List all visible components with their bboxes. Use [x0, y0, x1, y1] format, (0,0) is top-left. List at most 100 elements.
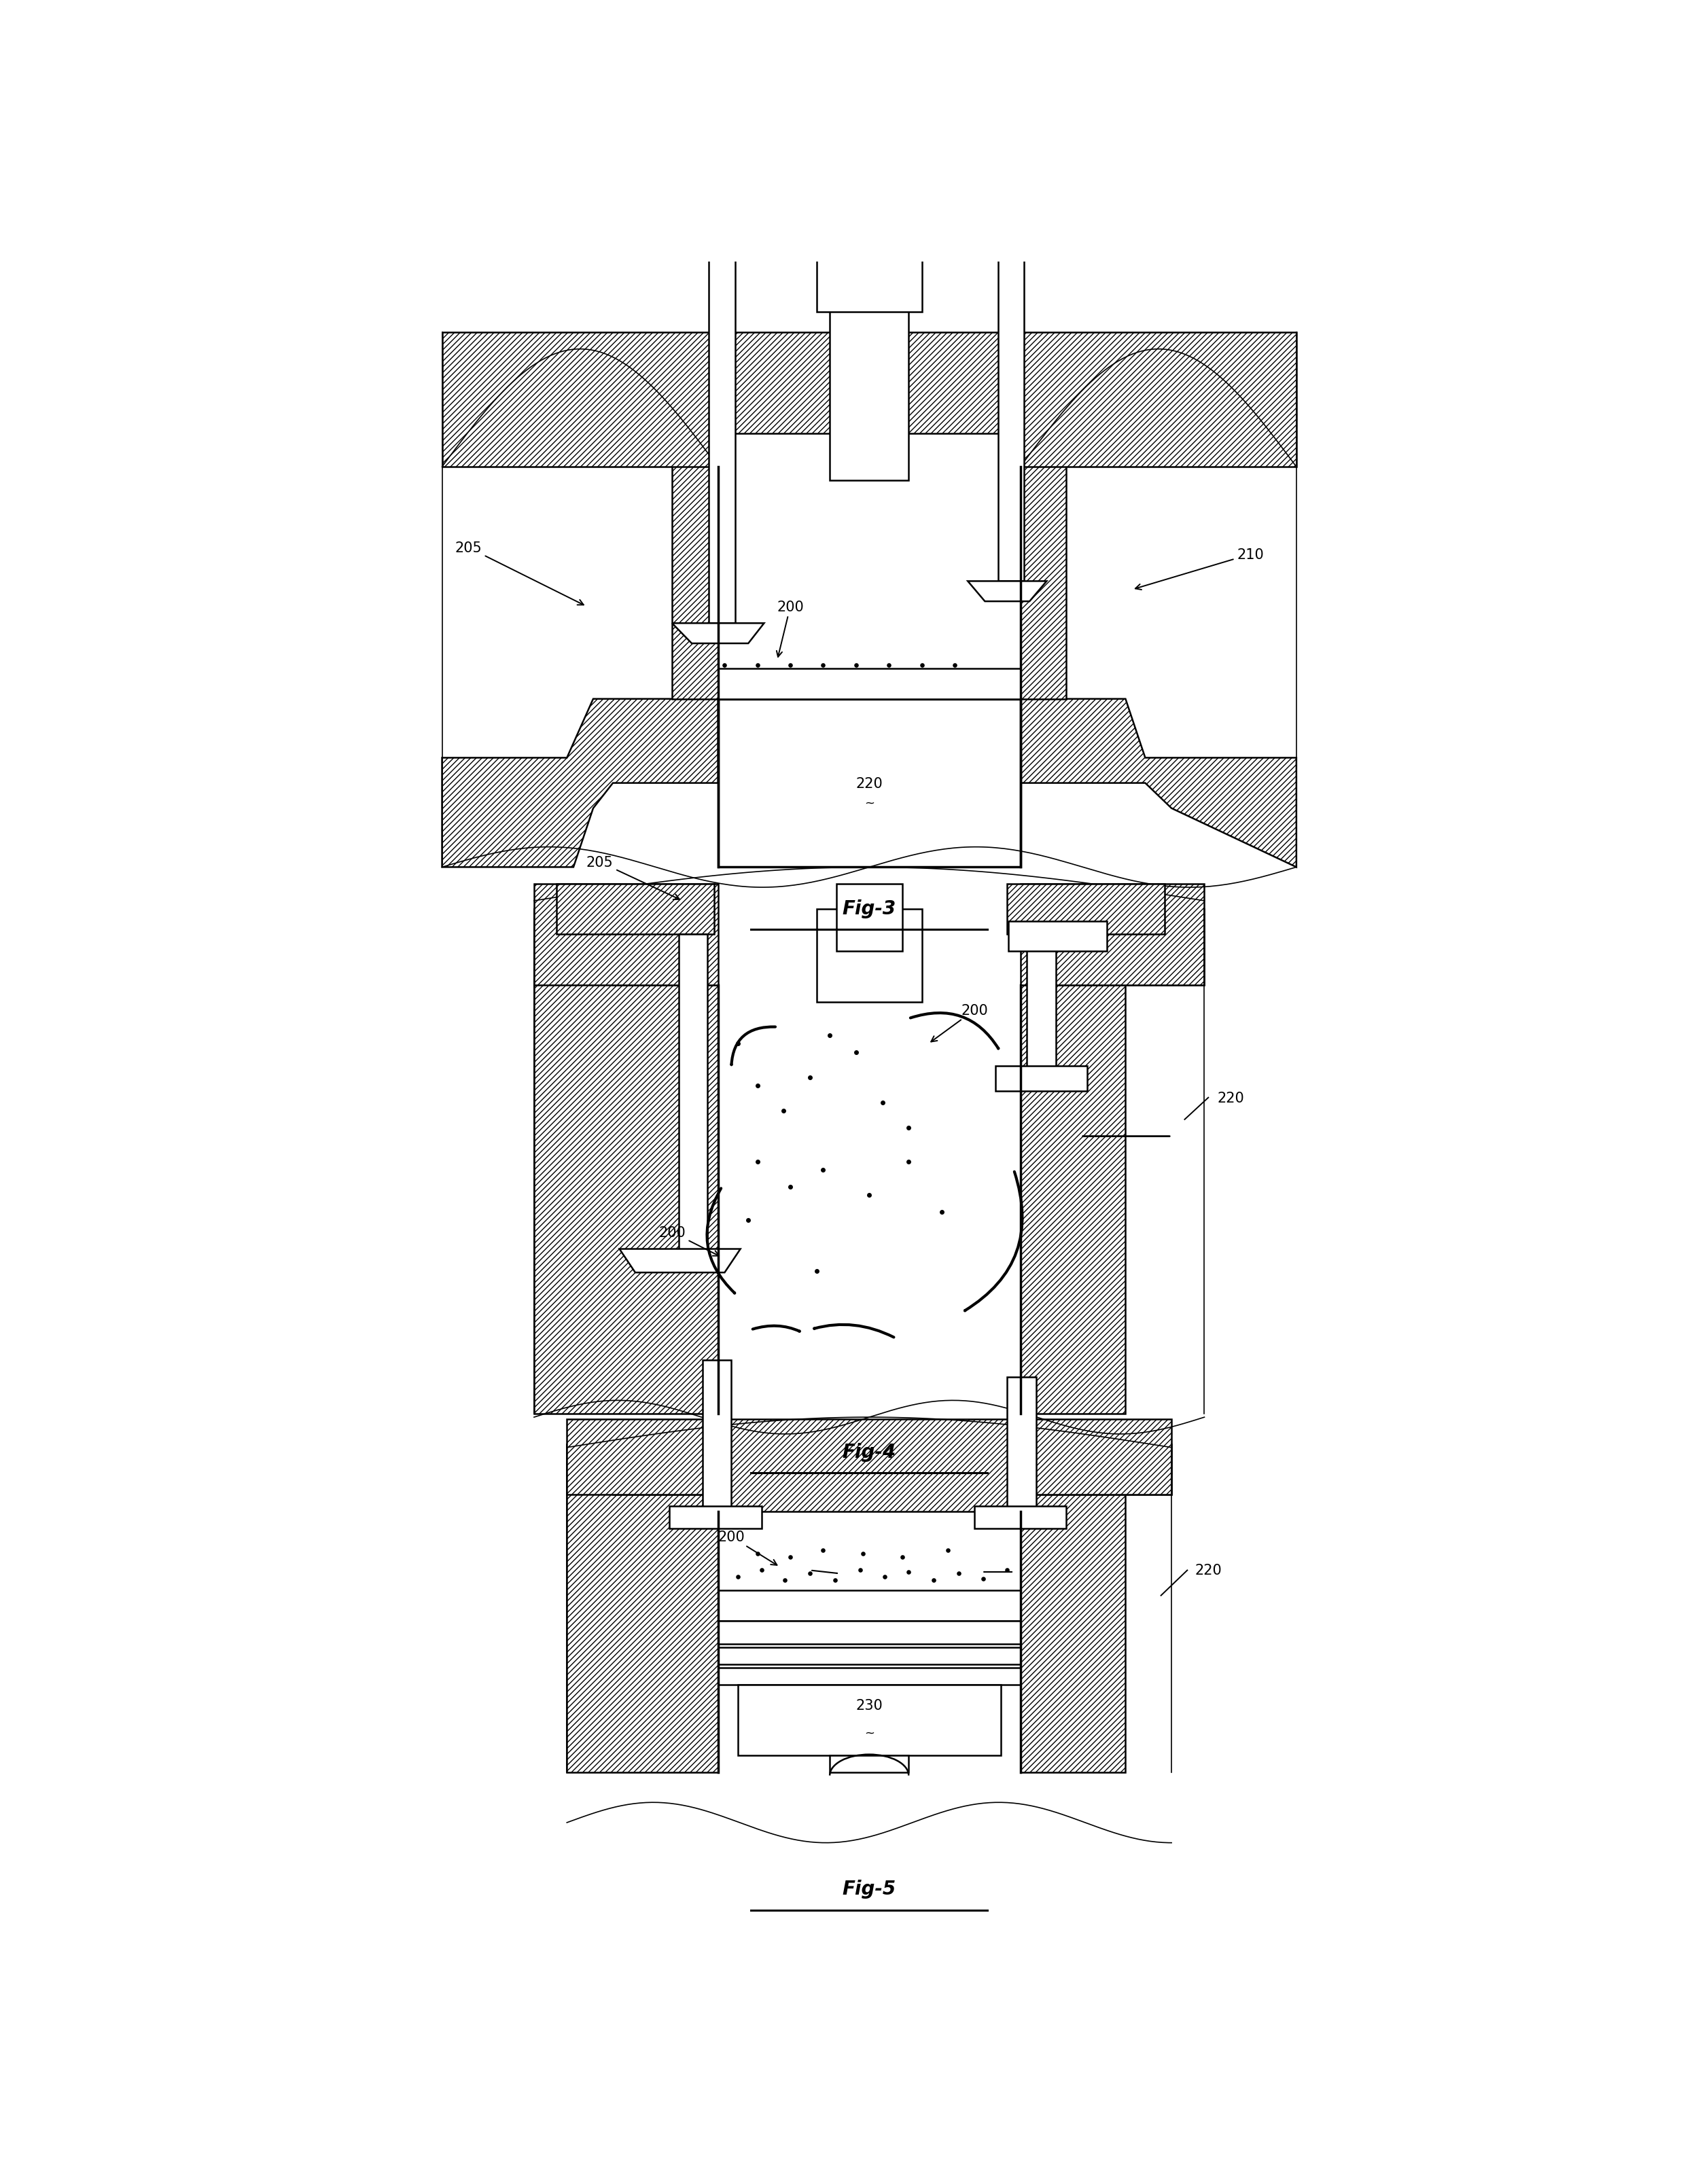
Bar — [1021, 332, 1296, 467]
Point — [843, 1035, 870, 1070]
Bar — [1021, 885, 1204, 985]
Bar — [566, 1420, 717, 1494]
Bar — [717, 699, 1021, 867]
Bar — [717, 1420, 1021, 1511]
Point — [895, 1144, 923, 1179]
Polygon shape — [672, 625, 763, 644]
Text: Fig-4: Fig-4 — [843, 1441, 895, 1461]
Bar — [670, 1507, 762, 1529]
Point — [895, 1112, 923, 1147]
Text: 205: 205 — [455, 542, 583, 605]
Point — [797, 1557, 824, 1592]
Bar — [738, 1684, 1001, 1756]
Bar — [717, 1669, 1021, 1684]
Text: 200: 200 — [777, 601, 804, 657]
Point — [994, 1553, 1021, 1588]
Text: 230: 230 — [856, 1699, 882, 1712]
Point — [724, 1026, 751, 1061]
Polygon shape — [1021, 1444, 1172, 1771]
Point — [777, 1540, 804, 1575]
Text: 200: 200 — [931, 1005, 987, 1042]
Bar — [1021, 1420, 1172, 1494]
Point — [872, 1559, 899, 1594]
Bar — [1007, 1378, 1036, 1511]
Text: 210: 210 — [1135, 548, 1264, 590]
Point — [748, 1553, 775, 1588]
Point — [745, 1068, 772, 1103]
Point — [889, 1540, 916, 1575]
Text: Fig-5: Fig-5 — [843, 1880, 895, 1898]
Point — [868, 1085, 895, 1120]
Bar — [996, 1066, 1087, 1092]
Point — [970, 1562, 997, 1597]
Point — [928, 1195, 955, 1230]
Point — [809, 649, 836, 684]
Bar — [838, 144, 901, 194]
Bar — [974, 1507, 1067, 1529]
Bar — [1021, 463, 1067, 699]
Polygon shape — [443, 699, 717, 867]
Bar — [709, 212, 734, 625]
Point — [809, 1533, 836, 1568]
Bar — [829, 194, 909, 480]
Point — [772, 1564, 799, 1599]
Bar — [817, 909, 923, 1002]
Text: 200: 200 — [658, 1225, 719, 1256]
Point — [745, 649, 772, 684]
Text: 220: 220 — [1194, 1564, 1221, 1577]
Point — [907, 649, 934, 684]
Point — [875, 649, 902, 684]
Point — [816, 1018, 843, 1053]
Polygon shape — [619, 1249, 741, 1273]
Bar — [751, 767, 987, 836]
Text: 205: 205 — [587, 856, 680, 900]
Bar — [717, 1647, 1021, 1664]
Bar — [678, 935, 707, 1254]
Bar — [829, 1756, 909, 1771]
Bar — [717, 332, 1021, 435]
Point — [895, 1555, 923, 1590]
Bar — [997, 245, 1024, 581]
Bar — [556, 885, 714, 935]
Bar — [1026, 917, 1057, 1070]
Text: ~: ~ — [863, 797, 875, 808]
Point — [919, 1564, 946, 1599]
Bar — [1009, 922, 1107, 952]
Polygon shape — [1021, 699, 1296, 867]
Point — [724, 1559, 751, 1594]
Bar — [672, 463, 717, 699]
Bar — [717, 1621, 1021, 1645]
Point — [821, 1564, 848, 1599]
Point — [777, 1171, 804, 1206]
Bar — [443, 332, 717, 467]
Point — [843, 649, 870, 684]
Polygon shape — [566, 1444, 717, 1771]
Point — [770, 1094, 797, 1129]
Point — [945, 1557, 972, 1592]
Bar — [817, 162, 923, 312]
Bar — [717, 1590, 1021, 1621]
Polygon shape — [1021, 909, 1204, 1413]
Point — [855, 1177, 882, 1212]
Point — [797, 1059, 824, 1094]
Point — [809, 1153, 836, 1188]
Point — [745, 1144, 772, 1179]
Bar — [717, 668, 1021, 699]
Point — [745, 1535, 772, 1570]
Point — [711, 649, 738, 684]
Polygon shape — [968, 581, 1046, 603]
Point — [777, 649, 804, 684]
Point — [846, 1553, 873, 1588]
Point — [734, 1203, 762, 1238]
Point — [941, 649, 968, 684]
Point — [850, 1535, 877, 1570]
Text: 220: 220 — [856, 778, 882, 791]
Text: 200: 200 — [717, 1531, 777, 1566]
Bar — [738, 699, 1001, 767]
Text: 220: 220 — [1218, 1092, 1245, 1105]
Text: Fig-3: Fig-3 — [843, 900, 895, 917]
Bar — [534, 885, 717, 985]
Text: ~: ~ — [863, 1728, 875, 1738]
Bar — [1007, 885, 1165, 935]
Point — [804, 1254, 831, 1289]
